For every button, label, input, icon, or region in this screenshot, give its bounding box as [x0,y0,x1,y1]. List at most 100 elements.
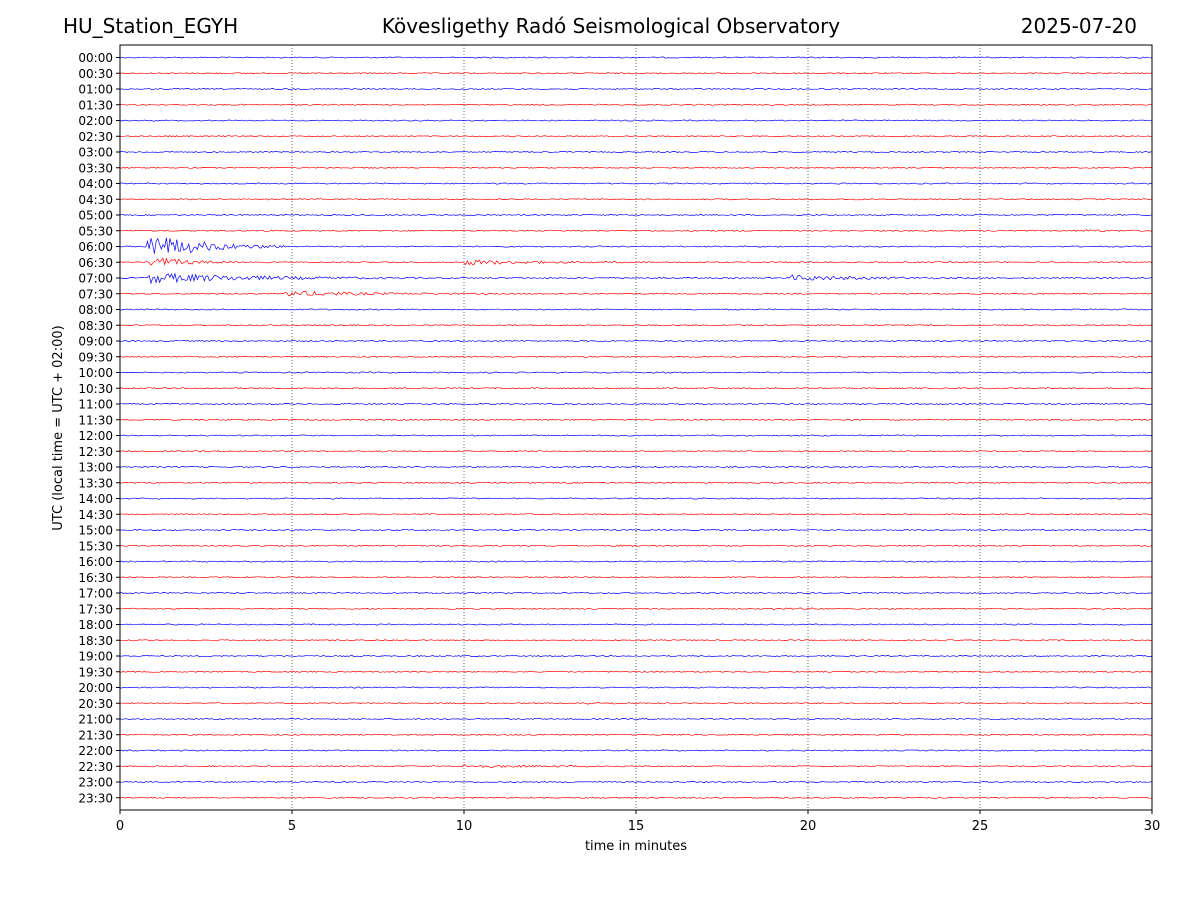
trace-1200 [119,434,1153,437]
x-tick-label: 20 [800,819,817,834]
x-tick-label: 25 [972,819,989,834]
x-axis-ticks: 0 5 10 15 20 25 30 [116,810,1160,834]
trace-0400 [119,182,1153,185]
y-axis-label: UTC (local time = UTC + 02:00) [51,325,66,530]
y-tick-label: 09:00 [78,335,113,349]
trace-1030 [119,387,1153,390]
trace-1230 [119,450,1153,453]
y-tick-label: 12:30 [78,445,113,459]
trace-1530 [119,544,1153,547]
trace-1300 [120,465,1153,469]
x-tick-label: 5 [288,819,296,834]
y-tick-label: 05:00 [78,209,113,223]
y-tick-label: 02:00 [78,114,113,128]
x-axis-label: time in minutes [585,839,687,854]
trace-0230 [119,135,1153,138]
trace-2130 [119,733,1153,736]
trace-0100 [119,87,1153,91]
y-tick-label: 11:30 [78,413,113,427]
y-tick-label: 05:30 [78,224,113,238]
y-tick-label: 09:30 [78,350,113,364]
y-tick-label: 20:00 [78,681,113,695]
trace-2030 [119,701,1153,705]
y-tick-label: 12:00 [78,429,113,443]
y-tick-label: 11:00 [78,398,113,412]
y-tick-label: 14:30 [78,508,113,522]
trace-2100 [120,718,1153,721]
y-tick-label: 02:30 [78,130,113,144]
trace-0600 [119,237,1153,254]
trace-0430 [119,198,1153,201]
x-tick-label: 0 [116,819,124,834]
y-tick-label: 03:00 [78,146,113,160]
trace-1100 [120,402,1153,406]
y-tick-label: 08:30 [78,319,113,333]
trace-2000 [119,686,1153,689]
y-tick-label: 00:30 [78,67,113,81]
trace-1000 [119,371,1152,374]
trace-0930 [119,355,1153,358]
y-tick-label: 15:30 [78,539,113,553]
y-tick-label: 22:00 [78,744,113,758]
observatory-title: Kövesligethy Radó Seismological Observat… [381,14,841,38]
trace-1630 [119,576,1153,579]
y-tick-label: 15:00 [78,524,113,538]
y-tick-label: 14:00 [78,492,113,506]
y-tick-label: 06:00 [78,240,113,254]
trace-1500 [119,528,1153,532]
y-tick-label: 19:00 [78,650,113,664]
y-tick-label: 03:30 [78,161,113,175]
y-tick-label: 21:30 [78,728,113,742]
y-tick-label: 17:30 [78,602,113,616]
y-tick-label: 17:00 [78,587,113,601]
trace-1600 [119,560,1153,563]
trace-1430 [119,513,1153,516]
y-tick-label: 19:30 [78,665,113,679]
trace-1800 [120,623,1153,626]
trace-0000 [119,56,1153,59]
date-label: 2025-07-20 [1020,14,1137,38]
trace-1400 [119,497,1153,500]
trace-1930 [120,670,1153,673]
y-tick-label: 10:00 [78,366,113,380]
y-tick-label: 20:30 [78,697,113,711]
y-tick-label: 07:30 [78,287,113,301]
y-tick-label: 00:00 [78,51,113,65]
y-tick-label: 07:00 [78,272,113,286]
trace-0830 [119,324,1153,327]
y-tick-label: 16:30 [78,571,113,585]
y-tick-label: 23:00 [78,776,113,790]
trace-2200 [119,749,1153,752]
seismic-traces [119,56,1153,799]
trace-0730 [119,290,1153,297]
trace-0130 [119,103,1153,106]
trace-0500 [119,213,1153,217]
y-tick-label: 16:00 [78,555,113,569]
trace-0700 [119,272,1153,285]
y-tick-label: 22:30 [78,760,113,774]
trace-0900 [119,339,1153,343]
trace-2230 [119,764,1153,768]
y-tick-label: 13:00 [78,461,113,475]
trace-1730 [119,607,1153,611]
y-tick-label: 21:00 [78,713,113,727]
trace-0300 [119,151,1153,154]
trace-0530 [119,229,1153,232]
y-tick-label: 18:00 [78,618,113,632]
trace-2300 [119,780,1153,784]
trace-0200 [119,119,1153,122]
y-tick-label: 08:00 [78,303,113,317]
x-tick-label: 15 [628,819,645,834]
y-tick-label: 04:30 [78,193,113,207]
trace-2330 [119,796,1153,799]
y-tick-label: 04:00 [78,177,113,191]
trace-1130 [119,418,1153,421]
y-tick-label: 06:30 [78,256,113,270]
y-tick-label: 13:30 [78,476,113,490]
grid-lines [291,45,981,810]
x-tick-label: 10 [456,819,473,834]
y-tick-label: 01:00 [78,83,113,97]
trace-1900 [119,654,1152,658]
